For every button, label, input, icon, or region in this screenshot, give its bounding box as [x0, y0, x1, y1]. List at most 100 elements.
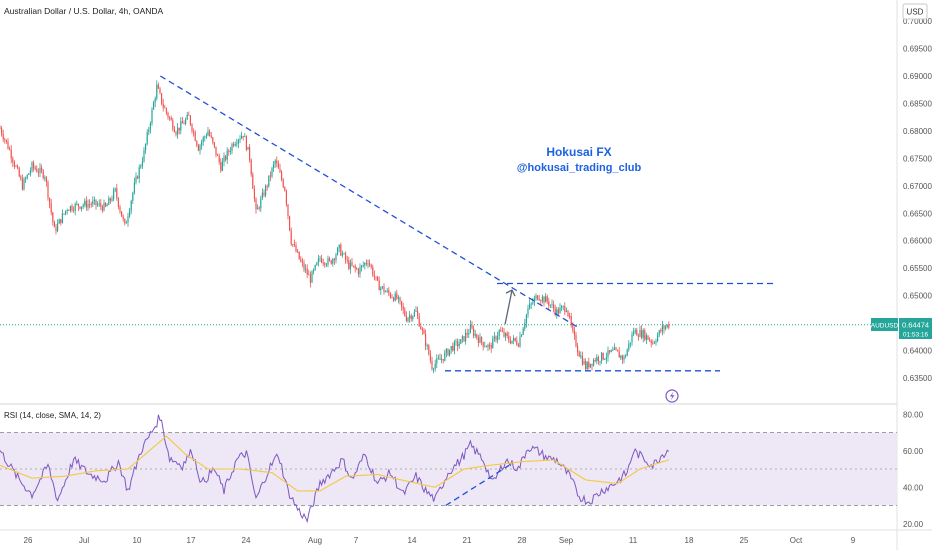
candle-body — [169, 117, 171, 118]
candle-body — [327, 258, 329, 265]
candle-body — [164, 107, 166, 109]
candle-body — [322, 262, 324, 264]
candle-body — [229, 150, 231, 152]
candle-body — [157, 84, 159, 89]
candle-body — [578, 351, 580, 357]
candle-body — [463, 336, 465, 342]
candle-body — [450, 346, 452, 350]
price-tick-label: 0.65500 — [903, 264, 932, 273]
candle-body — [44, 177, 46, 179]
candle-body — [303, 262, 305, 270]
candle-body — [388, 290, 390, 294]
candle-body — [423, 330, 425, 334]
candle-body — [37, 171, 39, 173]
candle-body — [426, 345, 428, 347]
candle-body — [604, 359, 606, 360]
candle-body — [402, 306, 404, 310]
candle-body — [644, 330, 646, 340]
candle-body — [245, 136, 247, 150]
candle-body — [81, 206, 83, 209]
candle-body — [378, 280, 380, 291]
candle-body — [577, 346, 579, 352]
candle-body — [658, 330, 660, 336]
candle-body — [0, 128, 1, 129]
candle-body — [436, 358, 438, 364]
candle-body — [269, 175, 271, 177]
candle-body — [82, 205, 84, 207]
candle-body — [583, 361, 585, 365]
candle-body — [468, 332, 470, 335]
candle-body — [135, 176, 137, 183]
candle-body — [525, 314, 527, 324]
candle-body — [26, 174, 28, 179]
candle-body — [437, 358, 439, 360]
candle-body — [498, 330, 500, 337]
price-tick-label: 0.69500 — [903, 45, 932, 54]
candle-body — [645, 335, 647, 340]
candle-body — [325, 264, 327, 266]
candle-body — [250, 159, 252, 175]
candle-body — [562, 306, 564, 308]
currency-button[interactable]: USD — [902, 3, 928, 20]
candle-body — [503, 331, 505, 337]
candle-body — [114, 188, 116, 191]
candle-body — [431, 360, 433, 370]
candle-body — [617, 349, 619, 352]
candle-body — [543, 296, 545, 303]
candle-body — [490, 345, 492, 349]
candle-body — [594, 359, 596, 361]
candle-body — [146, 132, 148, 144]
candle-body — [36, 169, 38, 172]
candle-body — [309, 274, 311, 283]
candle-body — [524, 323, 526, 329]
candle-body — [529, 304, 531, 309]
candle-body — [221, 161, 223, 171]
candle-body — [273, 163, 275, 168]
candle-body — [439, 358, 441, 360]
candle-body — [607, 350, 609, 358]
candle-body — [116, 188, 118, 198]
candle-body — [274, 160, 276, 164]
candle-body — [650, 340, 652, 343]
candle-body — [633, 332, 635, 335]
candle-body — [308, 274, 310, 276]
candle-body — [225, 156, 227, 160]
candle-body — [457, 341, 459, 347]
candle-body — [433, 368, 435, 370]
candle-body — [589, 363, 591, 368]
candle-body — [293, 244, 295, 246]
price-tick-label: 0.67500 — [903, 154, 932, 163]
candle-body — [533, 298, 535, 303]
candle-body — [45, 177, 47, 183]
candle-body — [15, 166, 17, 168]
candle-body — [297, 251, 299, 253]
candle-body — [453, 341, 455, 351]
candle-body — [197, 145, 199, 151]
candle-body — [505, 333, 507, 337]
candle-body — [527, 308, 529, 315]
price-tick-label: 0.68000 — [903, 127, 932, 136]
price-tick-label: 0.69000 — [903, 72, 932, 81]
candle-body — [300, 259, 302, 262]
time-tick-label: 24 — [242, 536, 251, 545]
candle-body — [111, 199, 113, 201]
candle-body — [621, 355, 623, 360]
annotations-group — [159, 75, 773, 507]
candle-body — [41, 167, 43, 171]
candle-body — [354, 265, 356, 269]
candle-body — [601, 352, 603, 362]
candle-body — [541, 296, 543, 301]
price-tick-label: 0.65000 — [903, 292, 932, 301]
candle-body — [449, 349, 451, 356]
candle-body — [255, 198, 257, 210]
lightning-icon[interactable] — [665, 389, 679, 403]
time-tick-label: 28 — [518, 536, 527, 545]
candle-body — [501, 331, 503, 333]
candle-body — [333, 258, 335, 261]
candle-body — [85, 200, 87, 208]
currency-button-label[interactable]: USD — [907, 8, 924, 17]
currency-button-frame[interactable] — [902, 3, 928, 20]
lightning-icon-glyph — [670, 391, 675, 401]
time-tick-label: 18 — [685, 536, 694, 545]
